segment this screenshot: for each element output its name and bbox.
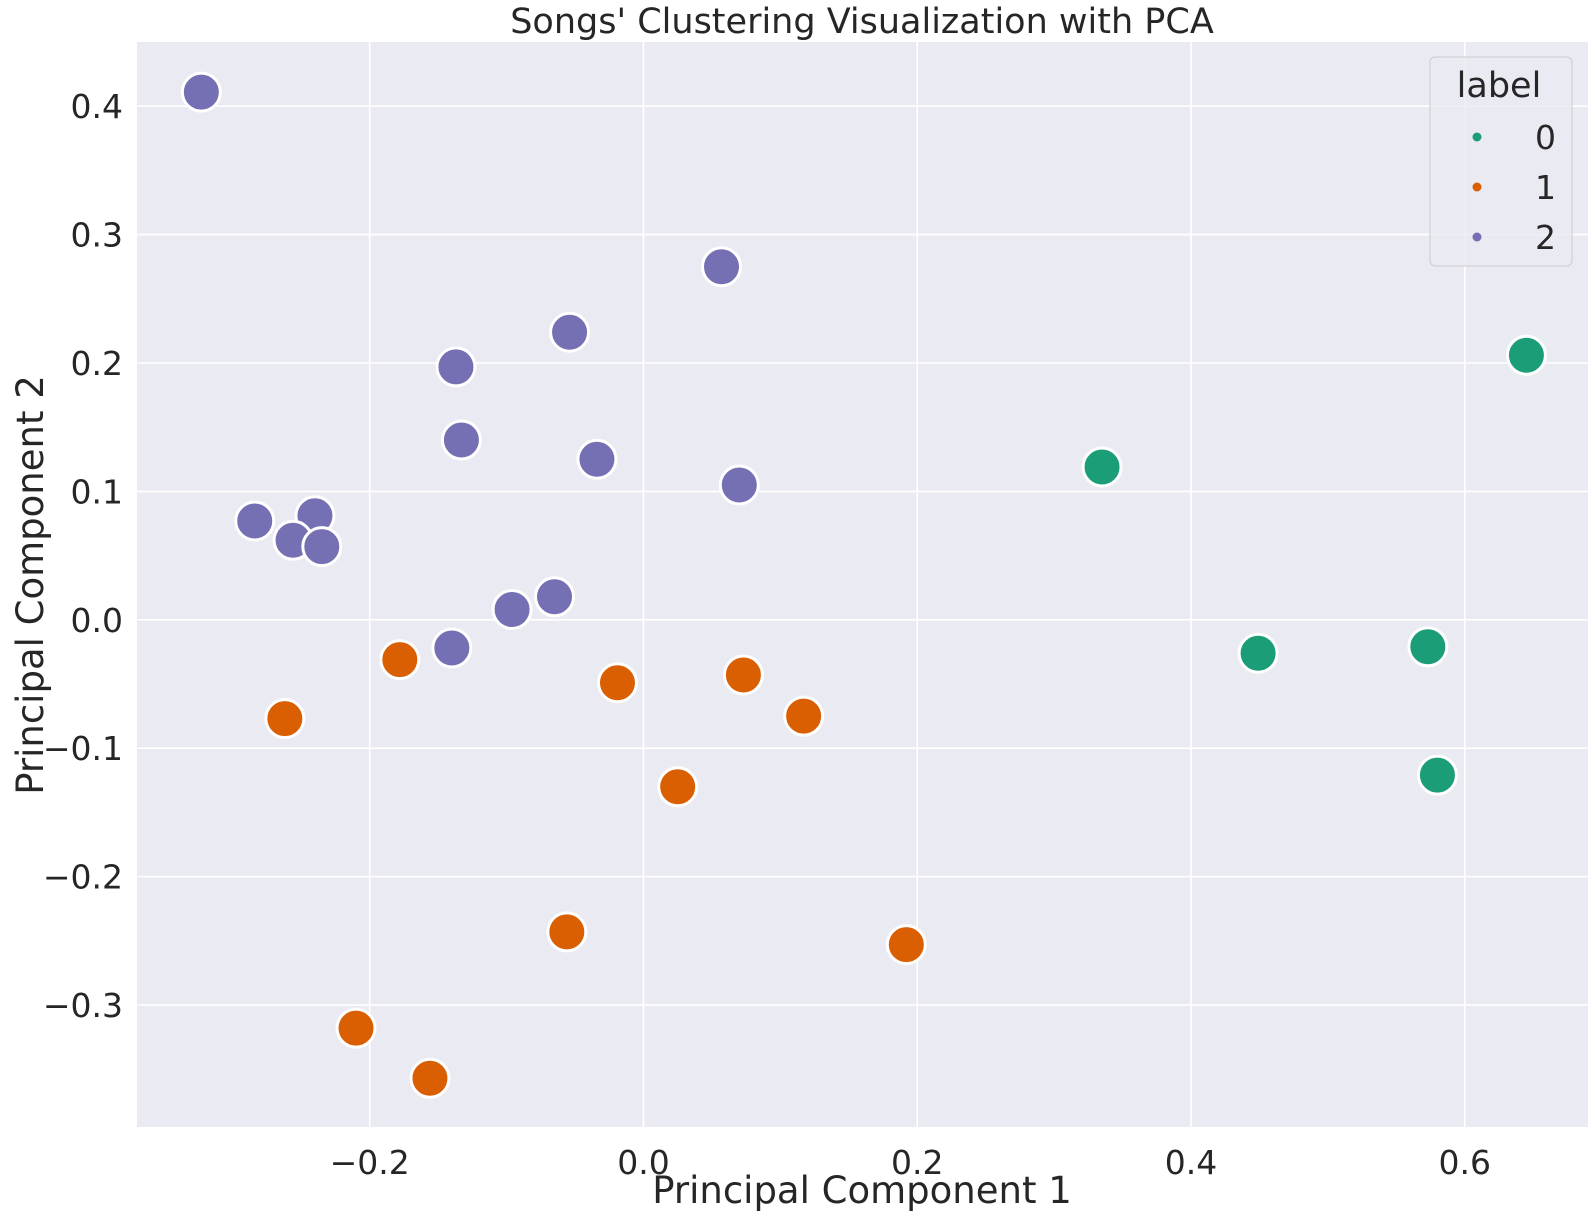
chart-title: Songs' Clustering Visualization with PCA — [510, 2, 1214, 42]
y-tick-label: 0.1 — [71, 472, 123, 511]
x-tick-labels: −0.2 0.0 0.2 0.4 0.6 — [330, 1143, 1491, 1182]
data-point-label-1 — [409, 1057, 451, 1099]
data-point-label-2 — [180, 71, 222, 113]
legend-marker-1 — [1472, 182, 1482, 192]
data-point-label-2 — [534, 576, 576, 618]
data-point-label-2 — [718, 464, 760, 506]
legend-box — [1429, 56, 1573, 267]
data-points — [180, 71, 1547, 1099]
data-point-label-1 — [783, 695, 825, 737]
data-point-label-1 — [885, 924, 927, 966]
x-tick-label: 0.2 — [891, 1143, 943, 1182]
y-tick-label: 0.4 — [71, 87, 123, 126]
y-axis-label: Principal Component 2 — [9, 375, 52, 795]
data-point-label-0 — [1505, 334, 1547, 376]
legend-marker-0 — [1472, 132, 1482, 142]
data-point-label-2 — [549, 311, 591, 353]
y-tick-label: −0.1 — [43, 729, 123, 768]
y-tick-label: −0.3 — [43, 986, 123, 1025]
y-tick-labels: −0.3 −0.2 −0.1 0.0 0.1 0.2 0.3 0.4 — [43, 87, 123, 1025]
data-point-label-0 — [1237, 632, 1279, 674]
data-point-label-2 — [431, 627, 473, 669]
data-point-label-1 — [264, 698, 306, 740]
legend-marker-2 — [1472, 232, 1482, 242]
data-point-label-2 — [234, 500, 276, 542]
data-point-label-1 — [335, 1007, 377, 1049]
data-point-label-0 — [1416, 754, 1458, 796]
x-tick-label: 0.0 — [617, 1143, 669, 1182]
data-point-label-1 — [596, 662, 638, 704]
data-point-label-1 — [722, 654, 764, 696]
grid-lines — [137, 42, 1588, 1127]
legend-label-2: 2 — [1535, 218, 1556, 257]
x-tick-label: −0.2 — [330, 1143, 410, 1182]
y-tick-label: 0.0 — [71, 601, 123, 640]
data-point-label-1 — [546, 911, 588, 953]
plot-background — [137, 42, 1588, 1127]
y-tick-label: 0.3 — [71, 216, 123, 255]
legend-label-0: 0 — [1535, 118, 1556, 157]
data-point-label-2 — [435, 346, 477, 388]
data-point-label-1 — [379, 639, 421, 681]
data-point-label-2 — [491, 589, 533, 631]
data-point-label-2 — [701, 246, 743, 288]
y-tick-label: −0.2 — [43, 858, 123, 897]
y-tick-label: 0.2 — [71, 344, 123, 383]
data-point-label-0 — [1407, 626, 1449, 668]
data-point-label-0 — [1081, 446, 1123, 488]
x-tick-label: 0.6 — [1439, 1143, 1491, 1182]
legend-entries: 0 1 2 — [1472, 118, 1556, 257]
x-axis-label: Principal Component 1 — [652, 1169, 1072, 1212]
legend: label 0 1 2 — [1429, 56, 1573, 267]
data-point-label-2 — [301, 526, 343, 568]
data-point-label-1 — [657, 766, 699, 808]
legend-title: label — [1457, 66, 1542, 106]
data-point-label-2 — [576, 438, 618, 480]
x-tick-label: 0.4 — [1165, 1143, 1217, 1182]
legend-label-1: 1 — [1535, 168, 1556, 207]
data-point-label-2 — [440, 419, 482, 461]
